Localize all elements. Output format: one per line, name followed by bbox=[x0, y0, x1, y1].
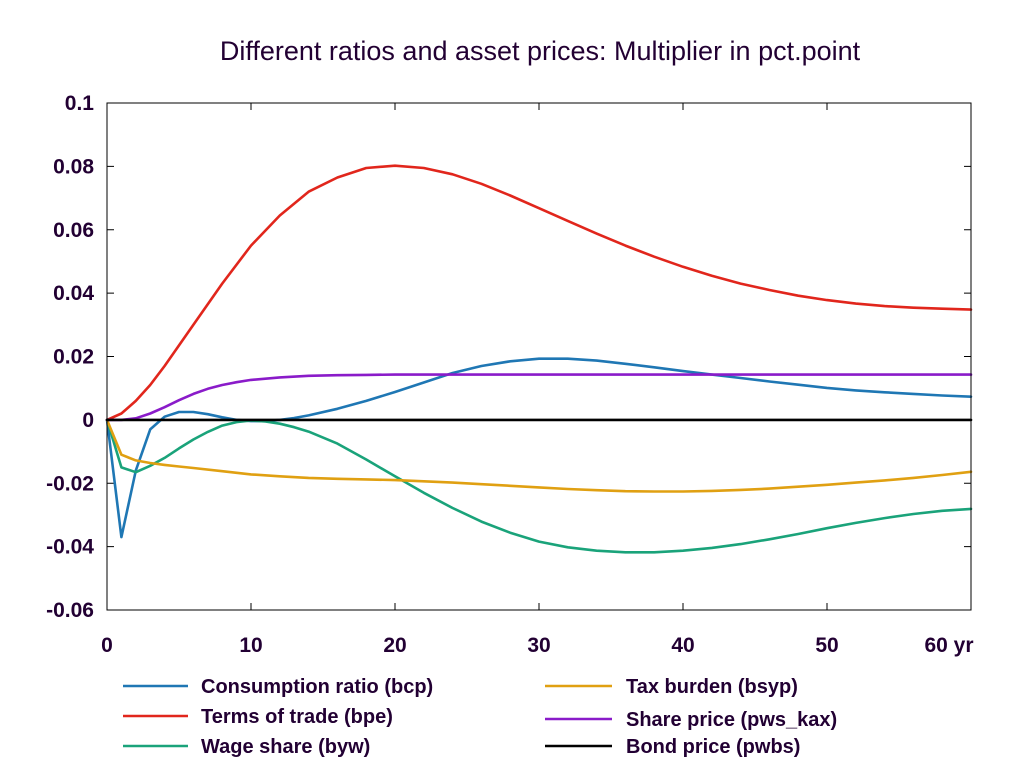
legend-label: Tax burden (bsyp) bbox=[626, 676, 798, 698]
y-tick-label: 0.04 bbox=[53, 282, 94, 305]
y-tick-label: 0.1 bbox=[65, 92, 95, 115]
chart-title: Different ratios and asset prices: Multi… bbox=[220, 36, 861, 66]
y-tick-label: -0.04 bbox=[46, 536, 94, 559]
y-tick-label: 0.02 bbox=[53, 346, 94, 369]
legend-label: Share price (pws_kax) bbox=[626, 709, 837, 731]
x-tick-label: 0 bbox=[101, 634, 113, 657]
legend-label: Consumption ratio (bcp) bbox=[201, 676, 433, 698]
x-tick-label: 20 bbox=[383, 634, 406, 657]
x-tick-label: 60 yr bbox=[924, 634, 973, 657]
series-lines bbox=[105, 164, 973, 554]
x-axis-ticks: 0 10 20 30 40 50 60 yr bbox=[101, 103, 974, 657]
series-line-consumption-ratio-bcp bbox=[105, 357, 973, 539]
x-tick-label: 40 bbox=[671, 634, 694, 657]
plot-frame bbox=[106, 102, 972, 611]
series-line-terms-of-trade-bpe bbox=[105, 164, 973, 422]
y-tick-label: 0 bbox=[82, 409, 94, 432]
x-tick-label: 30 bbox=[527, 634, 550, 657]
legend-label: Bond price (pwbs) bbox=[626, 736, 800, 758]
y-axis-ticks: -0.06 -0.04 -0.02 0 0.02 0.04 0.06 0.08 0.1 bbox=[46, 92, 971, 622]
legend: Consumption ratio (bcp) Terms of trade (b… bbox=[123, 676, 837, 758]
legend-label: Wage share (byw) bbox=[201, 736, 370, 758]
series-line-wage-share-byw bbox=[105, 418, 973, 554]
series-line-share-price-pws-kax bbox=[105, 373, 973, 422]
series-line-tax-burden-bsyp bbox=[105, 418, 973, 493]
y-tick-label: 0.08 bbox=[53, 155, 94, 178]
legend-label: Terms of trade (bpe) bbox=[201, 706, 393, 728]
y-tick-label: -0.06 bbox=[46, 599, 94, 622]
y-tick-label: -0.02 bbox=[46, 472, 94, 495]
y-tick-label: 0.06 bbox=[53, 219, 94, 242]
x-tick-label: 10 bbox=[239, 634, 262, 657]
x-tick-label: 50 bbox=[815, 634, 838, 657]
